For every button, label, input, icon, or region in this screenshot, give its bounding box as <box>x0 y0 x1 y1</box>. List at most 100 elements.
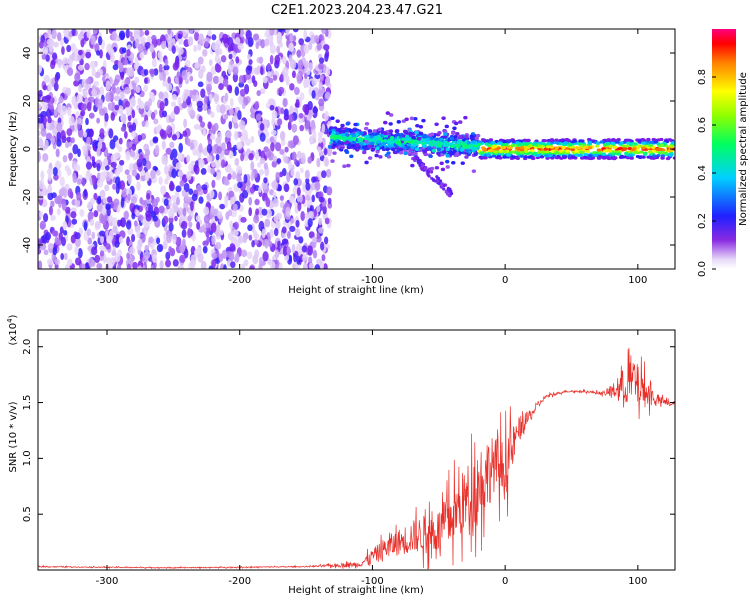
spectrogram-noise-cell <box>136 181 141 191</box>
spectrogram-noise-cell <box>247 53 251 60</box>
spectrogram-noise-cell <box>127 227 134 236</box>
spectrogram-noise-cell <box>51 29 57 40</box>
spectrogram-signal-cell <box>389 136 395 140</box>
spectrogram-noise-cell <box>223 179 230 186</box>
spectrogram-noise-cell <box>243 259 249 267</box>
spectrogram-noise-cell <box>230 209 237 218</box>
spectrogram-signal-cell <box>428 154 433 159</box>
spectrogram-noise-cell <box>111 217 118 227</box>
spectrogram-noise-cell <box>50 135 55 145</box>
spectrogram-noise-cell <box>166 125 172 135</box>
spectrogram-signal-cell <box>587 137 592 142</box>
spectrogram-noise-cell <box>187 227 192 239</box>
spectrogram-noise-cell <box>47 101 54 110</box>
spectrogram-noise-cell <box>187 215 192 222</box>
spectrogram-noise-cell <box>303 29 308 40</box>
spectrogram-noise-cell <box>86 202 93 210</box>
spectrogram-signal-cell <box>407 137 412 141</box>
spectrogram-noise-cell <box>55 148 60 158</box>
spectrogram-noise-cell <box>323 156 329 167</box>
spectrogram-noise-cell <box>150 111 156 120</box>
spectrogram-noise-cell <box>312 106 319 114</box>
spectrogram-noise-cell <box>303 44 310 54</box>
spectrogram-noise-cell <box>108 48 115 56</box>
spectrogram-noise-cell <box>297 187 301 196</box>
spectrogram-noise-cell <box>66 128 73 137</box>
spectrogram-signal-cell <box>413 116 418 121</box>
spectrogram-noise-cell <box>215 48 220 56</box>
spectrogram-signal-cell <box>464 145 469 149</box>
spectrogram-signal-cell <box>376 134 381 139</box>
spectrogram-signal-cell <box>572 139 577 143</box>
spectrogram-noise-cell <box>293 253 297 263</box>
spectrogram-signal-cell <box>460 141 465 146</box>
spectrogram-noise-cell <box>49 124 54 131</box>
spectrogram-signal-cell <box>516 143 522 147</box>
spectrogram-noise-cell <box>246 186 251 193</box>
spectrogram-noise-cell <box>102 197 108 204</box>
spectrogram-noise-cell <box>126 44 132 51</box>
spectrogram-signal-cell <box>606 156 612 161</box>
spectrogram-noise-cell <box>245 29 252 40</box>
spectrogram-signal-cell <box>458 134 463 139</box>
y-tick-label: -20 <box>22 189 33 205</box>
spectrogram-noise-cell <box>66 136 72 143</box>
spectrogram-signal-cell <box>558 149 563 153</box>
spectrogram-noise-cell <box>296 193 303 204</box>
spectrogram-signal-cell <box>533 151 538 155</box>
spectrogram-noise-cell <box>211 234 216 246</box>
spectrogram-noise-cell <box>87 237 93 245</box>
spectrogram-signal-cell <box>408 131 413 136</box>
spectrogram-signal-cell <box>473 147 478 151</box>
spectrogram-noise-cell <box>254 198 260 206</box>
spectrogram-noise-cell <box>149 43 155 53</box>
spectrogram-noise-cell <box>321 123 326 133</box>
spectrogram-noise-cell <box>83 221 88 232</box>
spectrogram-noise-cell <box>272 155 278 162</box>
spectrogram-noise-cell <box>264 218 271 228</box>
spectrogram-signal-cell <box>653 140 658 144</box>
spectrogram-noise-cell <box>301 245 308 253</box>
spectrogram-noise-cell <box>99 189 106 199</box>
spectrogram-signal-cell <box>668 144 674 148</box>
spectrogram-noise-cell <box>175 236 182 247</box>
spectrogram-noise-cell <box>228 107 234 116</box>
spectrogram-noise-cell <box>86 101 92 112</box>
spectrogram-noise-cell <box>284 146 289 153</box>
spectrogram-signal-cell <box>449 191 454 196</box>
spectrogram-noise-cell <box>43 213 49 223</box>
spectrogram-signal-cell <box>420 167 424 171</box>
spectrogram-noise-cell <box>120 72 125 80</box>
spectrogram-noise-cell <box>314 73 321 80</box>
spectrogram-noise-cell <box>321 29 327 35</box>
spectrogram-noise-cell <box>271 160 277 168</box>
spectrogram-noise-cell <box>126 263 131 269</box>
spectrogram-signal-cell <box>359 131 364 135</box>
spectrogram-signal-cell <box>606 138 611 142</box>
spectrogram-signal-cell <box>459 148 465 152</box>
x-tick-label: 0 <box>502 275 508 286</box>
spectrogram-noise-cell <box>163 97 169 107</box>
spectrogram-signal-cell <box>363 126 369 131</box>
spectrogram-noise-cell <box>240 263 246 269</box>
spectrogram-noise-cell <box>186 96 192 106</box>
spectrogram-signal-cell <box>491 141 496 145</box>
spectrogram-noise-cell <box>288 42 295 52</box>
spectrogram-signal-cell <box>345 121 350 126</box>
spectrogram-noise-cell <box>252 254 259 265</box>
spectrogram-noise-cell <box>324 91 331 100</box>
spectrogram-noise-cell <box>162 239 168 250</box>
spectrogram-noise-cell <box>189 259 197 267</box>
spectrogram-noise-cell <box>128 124 134 133</box>
spectrogram-signal-cell <box>564 137 570 142</box>
spectrogram-noise-cell <box>92 175 96 186</box>
spectrogram-noise-cell <box>171 94 177 101</box>
spectrogram-signal-cell <box>394 129 400 133</box>
spectrogram-noise-cell <box>45 94 52 101</box>
spectrogram-signal-cell <box>452 149 457 153</box>
spectrogram-signal-cell <box>426 170 430 174</box>
spectrogram-signal-cell <box>637 139 642 143</box>
spectrogram-signal-cell <box>544 154 549 158</box>
spectrogram-noise-cell <box>323 44 330 51</box>
spectrogram-noise-cell <box>119 159 125 166</box>
